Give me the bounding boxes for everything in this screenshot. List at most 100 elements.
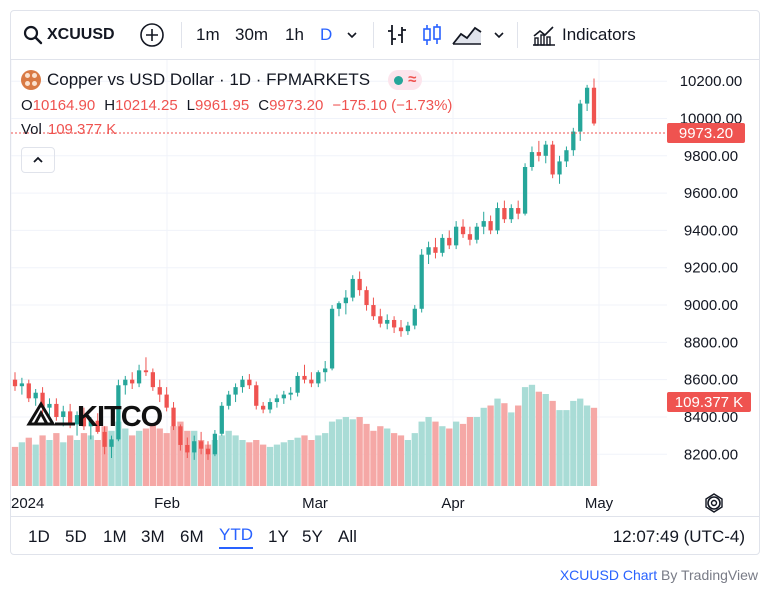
candle-body bbox=[247, 379, 252, 386]
candle-body bbox=[336, 303, 342, 309]
market-status-badge[interactable]: ≈ bbox=[388, 70, 423, 90]
volume-bar bbox=[108, 430, 115, 486]
candle-body bbox=[495, 208, 500, 231]
candle-body bbox=[536, 152, 541, 156]
settings-icon bbox=[705, 493, 723, 513]
high-value: 10214.25 bbox=[115, 96, 178, 114]
last-price-badge bbox=[667, 123, 745, 143]
interval-label: D bbox=[320, 25, 333, 44]
period-5d[interactable]: 5D bbox=[65, 517, 87, 554]
candle-body bbox=[123, 379, 128, 386]
time-axis[interactable]: 2024 Feb Mar Apr May bbox=[11, 495, 614, 512]
candle-body bbox=[254, 385, 259, 406]
open-value: 10164.90 bbox=[32, 96, 96, 114]
period-label: 3M bbox=[141, 527, 165, 546]
candle-body bbox=[564, 150, 569, 162]
period-3m[interactable]: 3M bbox=[141, 517, 165, 554]
period-ytd[interactable]: YTD bbox=[219, 517, 253, 554]
price-chart[interactable]: KITCO 8200.00 8400.00 8600.00 8800.00 9000.0… bbox=[11, 60, 759, 516]
candle-style-button[interactable] bbox=[421, 11, 443, 59]
volume-bar bbox=[259, 444, 267, 486]
candle-body bbox=[178, 426, 183, 445]
candle-body bbox=[143, 370, 149, 373]
volume-bar bbox=[494, 398, 501, 486]
price-tick-label: 9600.00 bbox=[684, 185, 738, 202]
candle-body bbox=[364, 290, 369, 306]
settings-button[interactable] bbox=[705, 493, 723, 513]
price-axis[interactable]: 8200.00 8400.00 8600.00 8800.00 9000.00 9200.… bbox=[680, 73, 743, 463]
period-all[interactable]: All bbox=[338, 517, 357, 554]
candle-body bbox=[164, 394, 169, 408]
area-style-button[interactable] bbox=[451, 11, 483, 59]
candle-body bbox=[192, 441, 197, 453]
interval-1m[interactable]: 1m bbox=[196, 11, 220, 59]
candle-body bbox=[357, 278, 362, 291]
candle-body bbox=[516, 208, 521, 214]
volume-bar bbox=[590, 407, 598, 486]
bottom-toolbar: 1D 5D 1M 3M 6M YTD 1Y 5Y All 12:07:49 (U… bbox=[11, 516, 759, 554]
compare-plus-icon bbox=[140, 23, 164, 47]
volume-bar bbox=[508, 412, 515, 486]
candle-body bbox=[40, 392, 45, 408]
settings-gear-icon bbox=[707, 496, 721, 510]
period-1d[interactable]: 1D bbox=[28, 517, 50, 554]
interval-1h[interactable]: 1h bbox=[285, 11, 304, 59]
period-label: 1D bbox=[28, 527, 50, 546]
market-open-dot-icon bbox=[394, 75, 404, 85]
period-label: YTD bbox=[219, 525, 253, 549]
volume-bar bbox=[328, 421, 336, 486]
indicators-button[interactable]: Indicators bbox=[532, 11, 636, 59]
candle-body bbox=[488, 221, 493, 231]
volume-bar bbox=[452, 421, 460, 486]
price-tick-label: 9200.00 bbox=[684, 260, 738, 277]
indicators-label: Indicators bbox=[562, 25, 636, 44]
candle-body bbox=[419, 254, 424, 309]
volume-bar bbox=[370, 430, 377, 486]
attribution-symbol-link[interactable]: XCUUSD Chart bbox=[559, 567, 658, 583]
volume-bar bbox=[425, 417, 432, 486]
volume-bar bbox=[18, 442, 26, 486]
price-tick-label: 8200.00 bbox=[684, 446, 738, 463]
volume-bar bbox=[515, 405, 522, 486]
time-tick-label: Feb bbox=[154, 495, 180, 512]
period-6m[interactable]: 6M bbox=[180, 517, 204, 554]
volume-bar bbox=[315, 435, 322, 486]
price-tick-label: 9400.00 bbox=[684, 222, 738, 239]
period-5y[interactable]: 5Y bbox=[302, 517, 323, 554]
interval-d[interactable]: D bbox=[320, 11, 332, 59]
volume-bar bbox=[135, 430, 143, 486]
interval-menu-button[interactable] bbox=[345, 11, 359, 59]
candle-body bbox=[584, 87, 590, 104]
candle-body bbox=[109, 439, 114, 447]
clock[interactable]: 12:07:49 (UTC-4) bbox=[613, 517, 745, 554]
candle-body bbox=[274, 398, 280, 403]
volume-bar bbox=[32, 444, 39, 486]
volume-bar bbox=[218, 435, 225, 486]
volume-bar bbox=[363, 423, 370, 486]
period-1m[interactable]: 1M bbox=[103, 517, 127, 554]
candle-body bbox=[81, 415, 87, 427]
interval-30m[interactable]: 30m bbox=[235, 11, 268, 59]
chart-style-menu-button[interactable] bbox=[492, 11, 506, 59]
collapse-legend-button[interactable] bbox=[21, 147, 55, 173]
volume-bar bbox=[418, 421, 425, 486]
compare-button[interactable] bbox=[139, 11, 165, 59]
candle-body bbox=[130, 379, 135, 384]
volume-bar bbox=[115, 421, 122, 486]
symbol-search-button[interactable]: XCUUSD bbox=[23, 11, 115, 59]
candle-body bbox=[309, 379, 314, 384]
candle-body bbox=[371, 305, 376, 317]
low-label: L bbox=[186, 96, 196, 114]
volume-bar bbox=[301, 435, 308, 486]
candle-body bbox=[226, 394, 231, 406]
candle-body bbox=[433, 247, 438, 253]
attribution[interactable]: XCUUSD Chart By TradingView bbox=[560, 567, 758, 583]
bar-style-button[interactable] bbox=[386, 11, 408, 59]
period-1y[interactable]: 1Y bbox=[268, 517, 289, 554]
candle-body bbox=[350, 278, 355, 298]
volume-bar bbox=[342, 417, 350, 486]
chevron-down-icon bbox=[347, 32, 357, 39]
last-price-value: 9973.20 bbox=[679, 125, 733, 142]
toolbar-divider bbox=[373, 22, 374, 48]
volume-bar bbox=[542, 394, 549, 486]
